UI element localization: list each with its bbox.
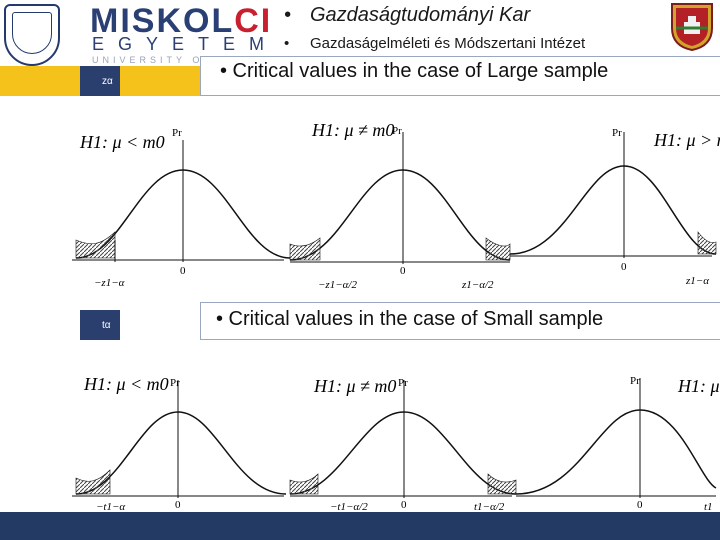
critical-value-label: −z1−α — [94, 277, 125, 289]
hypothesis-label: H1: μ > m0 — [653, 130, 720, 150]
pr-label: Pr — [392, 125, 402, 137]
hypothesis-label: H1: μ ≠ m0 — [311, 120, 394, 140]
critical-value-label: z1−α — [685, 275, 709, 287]
symbol-strip-t: tα — [80, 310, 120, 340]
footer-bar — [0, 512, 720, 540]
critical-value-label: z1−α/2 — [461, 279, 494, 291]
section-title-large: • Critical values in the case of Large s… — [220, 60, 609, 82]
pr-label: Pr — [630, 375, 640, 387]
critical-value-label: −t1−α — [96, 501, 125, 513]
pr-label: Pr — [398, 377, 408, 389]
section-bar-small — [200, 302, 720, 340]
section-title-small: • Critical values in the case of Small s… — [216, 308, 604, 330]
university-crest-logo — [4, 4, 60, 66]
pr-label: Pr — [172, 127, 182, 139]
brand-sub-text: EGYETEM — [92, 34, 279, 54]
critical-value-label: t1−α/2 — [474, 501, 505, 513]
zero-label: 0 — [400, 265, 406, 277]
zero-label: 0 — [180, 265, 186, 277]
hypothesis-label: H1: μ < m0 — [79, 132, 165, 152]
pr-label: Pr — [170, 377, 180, 389]
critical-value-label: −t1−α/2 — [330, 501, 368, 513]
symbol-strip-z: zα — [80, 66, 120, 96]
hypothesis-label: H1: μ ≠ m0 — [313, 376, 396, 396]
zero-label: 0 — [621, 261, 627, 273]
institute-heading: • Gazdaságelméleti és Módszertani Intézet — [284, 35, 586, 52]
faculty-heading: • Gazdaságtudományi Kar — [284, 4, 531, 26]
university-strip: UNIVERSITY OF MISKOLC — [92, 55, 288, 65]
zero-label: 0 — [401, 499, 407, 511]
zero-label: 0 — [175, 499, 181, 511]
hypothesis-label: H1: μ > — [677, 376, 720, 396]
section-bar-large — [200, 56, 720, 96]
pr-label: Pr — [612, 127, 622, 139]
brand-logo-text: MISKOLCI — [90, 2, 273, 40]
hypothesis-label: H1: μ < m0 — [83, 374, 169, 394]
coat-of-arms-icon — [671, 3, 713, 52]
critical-value-label: t1 — [704, 501, 713, 513]
critical-value-label: −z1−α/2 — [318, 279, 357, 291]
zero-label: 0 — [637, 499, 643, 511]
